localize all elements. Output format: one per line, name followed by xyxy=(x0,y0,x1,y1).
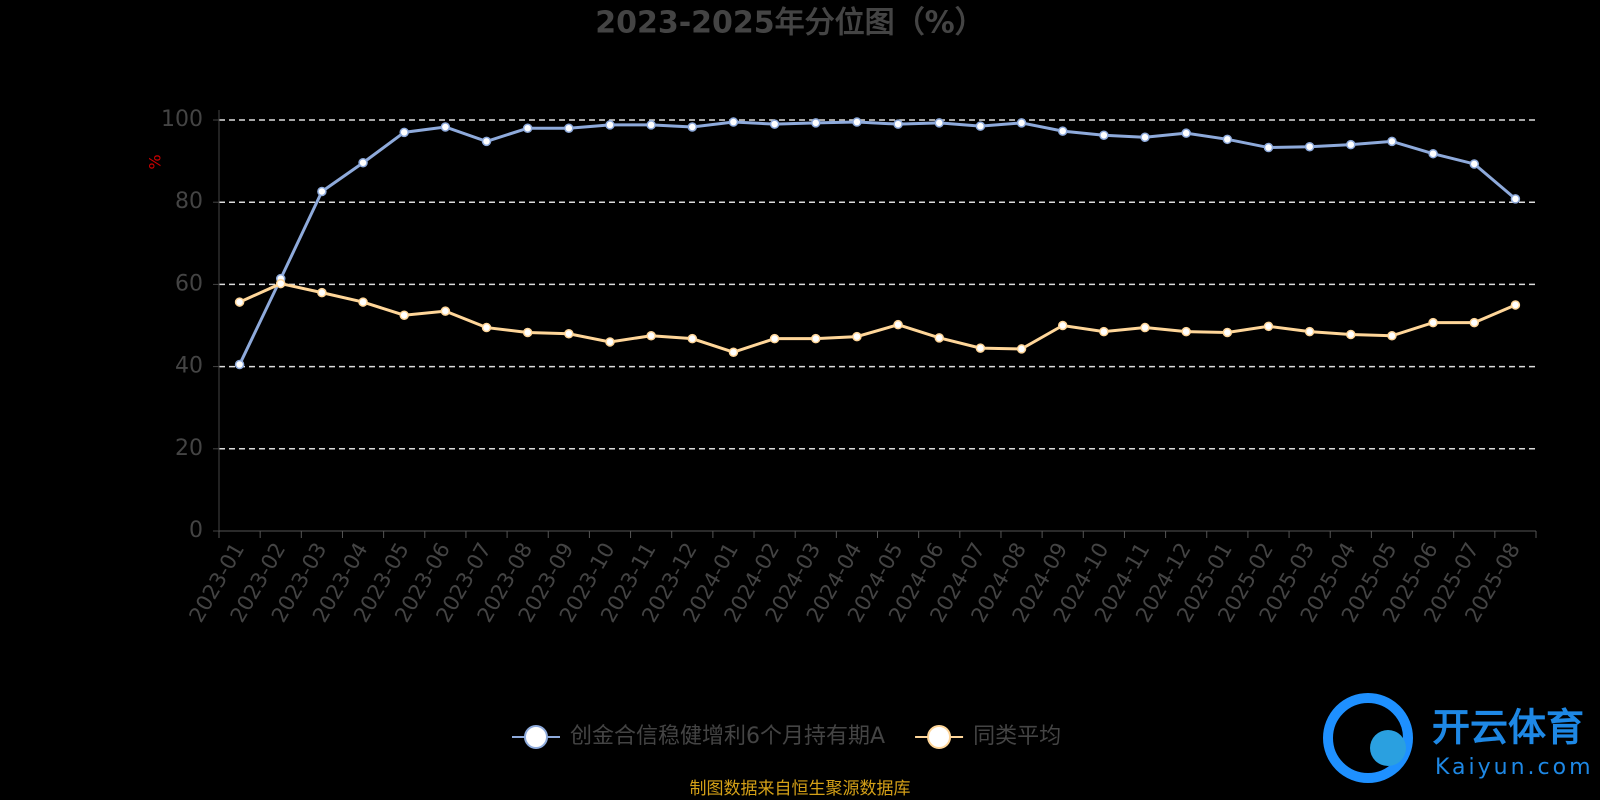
data-point xyxy=(646,120,656,130)
data-point xyxy=(234,297,245,307)
data-point xyxy=(1346,139,1356,150)
legend-label: 同类平均 xyxy=(973,724,1061,749)
data-point xyxy=(1263,321,1274,332)
series-line xyxy=(238,120,1517,366)
data-point xyxy=(769,119,780,129)
data-point xyxy=(893,119,903,129)
data-point xyxy=(646,331,656,341)
data-point xyxy=(893,319,903,330)
legend-marker xyxy=(524,725,548,749)
y-tick-label: 80 xyxy=(175,189,203,214)
watermark-site: Kaiyun.com xyxy=(1435,755,1594,780)
data-point xyxy=(1099,326,1109,337)
data-point xyxy=(564,328,574,339)
data-point xyxy=(317,287,327,298)
data-point xyxy=(358,297,368,307)
data-point xyxy=(811,118,821,128)
data-point xyxy=(1387,331,1397,341)
data-point xyxy=(1099,130,1109,140)
legend: 创金合信稳健增利6个月持有期A 同类平均 xyxy=(512,724,1061,749)
data-point xyxy=(934,333,944,343)
data-point xyxy=(1140,132,1150,143)
data-point xyxy=(605,120,615,130)
data-point xyxy=(399,310,409,320)
source-note: 制图数据来自恒生聚源数据库 xyxy=(690,779,911,799)
data-point xyxy=(975,121,986,131)
data-point xyxy=(1469,317,1480,328)
data-point xyxy=(852,331,862,342)
data-point xyxy=(1222,327,1233,338)
data-point xyxy=(1510,300,1521,310)
data-point xyxy=(1428,317,1438,328)
data-point xyxy=(1016,118,1027,128)
data-point xyxy=(399,127,409,138)
series-line xyxy=(238,282,1517,354)
data-point xyxy=(1181,128,1191,138)
y-tick-label: 20 xyxy=(175,436,203,461)
data-point xyxy=(852,117,862,127)
data-point xyxy=(728,117,739,127)
data-point xyxy=(769,333,780,344)
data-point xyxy=(975,343,986,353)
logo-ring xyxy=(1323,693,1413,783)
data-point xyxy=(234,359,245,370)
data-point xyxy=(481,322,492,333)
legend-label: 创金合信稳健增利6个月持有期A xyxy=(570,724,885,749)
y-axis-label: % xyxy=(146,154,165,169)
y-tick-label: 60 xyxy=(175,271,203,296)
data-point xyxy=(1263,142,1274,153)
data-point xyxy=(564,123,574,133)
data-point xyxy=(1510,194,1521,204)
data-point xyxy=(317,186,327,197)
data-point xyxy=(1304,141,1315,152)
data-point xyxy=(1140,322,1150,333)
data-point xyxy=(728,347,739,357)
watermark: 开云体育 Kaiyun.com xyxy=(1323,693,1594,783)
data-point xyxy=(687,333,698,344)
data-point xyxy=(1387,136,1397,147)
legend-marker xyxy=(927,725,952,749)
data-point xyxy=(358,157,368,168)
data-point xyxy=(522,123,533,133)
data-point xyxy=(605,337,615,347)
data-point xyxy=(1057,126,1068,136)
data-point xyxy=(440,122,451,132)
data-point xyxy=(440,306,451,316)
data-point xyxy=(1304,326,1315,337)
y-tick-label: 100 xyxy=(161,107,203,132)
data-point xyxy=(522,327,533,338)
data-point xyxy=(1428,148,1438,159)
data-point xyxy=(1016,344,1027,354)
data-point xyxy=(1057,320,1068,331)
data-point xyxy=(1181,326,1191,337)
data-point xyxy=(811,333,821,344)
data-point xyxy=(687,122,698,132)
data-point xyxy=(1346,329,1356,340)
y-tick-label: 40 xyxy=(175,354,203,379)
data-point xyxy=(275,278,286,289)
data-point xyxy=(481,136,492,147)
data-point xyxy=(934,118,944,128)
y-tick-label: 0 xyxy=(189,518,203,543)
logo-ball xyxy=(1370,730,1406,766)
data-point xyxy=(1469,159,1480,169)
chart-title: 2023-2025年分位图（%） xyxy=(595,6,985,41)
watermark-brand: 开云体育 xyxy=(1432,706,1584,750)
data-point xyxy=(1222,134,1233,145)
